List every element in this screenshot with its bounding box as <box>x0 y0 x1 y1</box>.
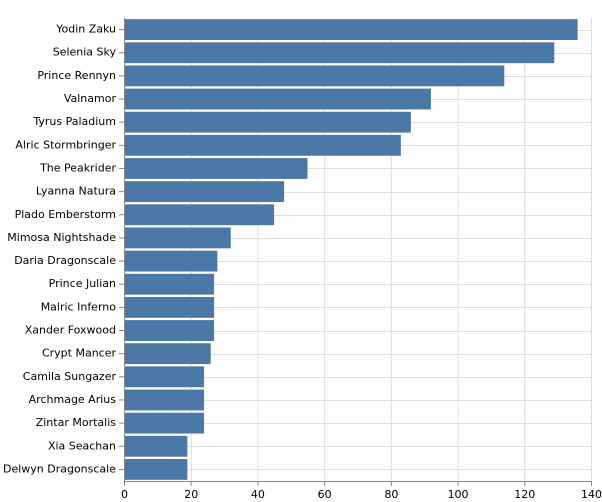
y-tick-label: Mimosa Nightshade <box>7 231 116 244</box>
y-tick-label: Selenia Sky <box>53 46 117 59</box>
y-tick-label: Tyrus Paladium <box>32 115 116 128</box>
bar <box>124 250 218 272</box>
x-tick-label: 100 <box>448 488 469 501</box>
y-tick-label: Daria Dragonscale <box>14 254 116 267</box>
bar <box>124 65 505 87</box>
bar <box>124 158 308 179</box>
x-tick-label: 20 <box>184 488 198 501</box>
bars <box>124 19 578 480</box>
x-tick-label: 60 <box>318 488 332 501</box>
y-tick-label: Prince Rennyn <box>37 69 116 82</box>
bar <box>124 273 215 295</box>
x-tick-label: 120 <box>514 488 535 501</box>
y-tick-label: Yodin Zaku <box>55 23 116 36</box>
bar <box>124 366 205 388</box>
y-tick-label: Xia Seachan <box>48 439 116 452</box>
bar <box>124 181 285 203</box>
y-tick-label: Crypt Mancer <box>42 347 117 360</box>
y-tick-label: Alric Stormbringer <box>15 138 116 151</box>
y-tick-label: Valnamor <box>64 92 117 105</box>
gridlines <box>124 18 592 481</box>
bar <box>124 204 275 226</box>
bar <box>124 389 205 411</box>
y-tick-label: Prince Julian <box>49 277 116 290</box>
bar <box>124 435 188 457</box>
bar <box>124 412 205 434</box>
bar <box>124 343 211 365</box>
y-tick-label: Plado Emberstorm <box>15 208 116 221</box>
bar <box>124 111 411 133</box>
y-tick-label: Archmage Arius <box>29 393 117 406</box>
bar <box>124 459 188 480</box>
bar <box>124 42 555 64</box>
y-tick-label: Malric Inferno <box>41 300 117 313</box>
bar <box>124 296 215 318</box>
x-tick-label: 140 <box>581 488 602 501</box>
y-tick-label: Camila Sungazer <box>23 370 117 383</box>
x-tick-label: 80 <box>384 488 398 501</box>
y-tick-label: Lyanna Natura <box>36 185 116 198</box>
y-tick-label: Zintar Mortalis <box>36 416 117 429</box>
bar <box>124 320 215 341</box>
x-tick-label: 40 <box>251 488 265 501</box>
y-tick-label: Xander Foxwood <box>25 324 116 337</box>
y-tick-label: The Peakrider <box>39 161 116 174</box>
x-axis: 0 20 40 60 80 100 120 140 <box>121 481 602 501</box>
y-tick-label: Delwyn Dragonscale <box>3 462 116 475</box>
x-tick-label: 0 <box>121 488 128 501</box>
bar <box>124 19 578 40</box>
bar <box>124 134 401 156</box>
bar <box>124 227 231 249</box>
y-axis: Yodin Zaku Selenia Sky Prince Rennyn Valnam… <box>3 18 125 481</box>
bar <box>124 88 431 110</box>
